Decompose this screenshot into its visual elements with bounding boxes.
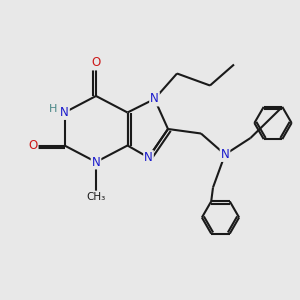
Text: H: H — [49, 104, 57, 115]
Text: N: N — [220, 148, 230, 161]
Text: O: O — [92, 56, 100, 70]
Text: N: N — [150, 92, 159, 106]
Text: O: O — [28, 139, 38, 152]
Text: N: N — [144, 151, 153, 164]
Text: N: N — [60, 106, 69, 119]
Text: CH₃: CH₃ — [86, 191, 106, 202]
Text: N: N — [92, 155, 100, 169]
